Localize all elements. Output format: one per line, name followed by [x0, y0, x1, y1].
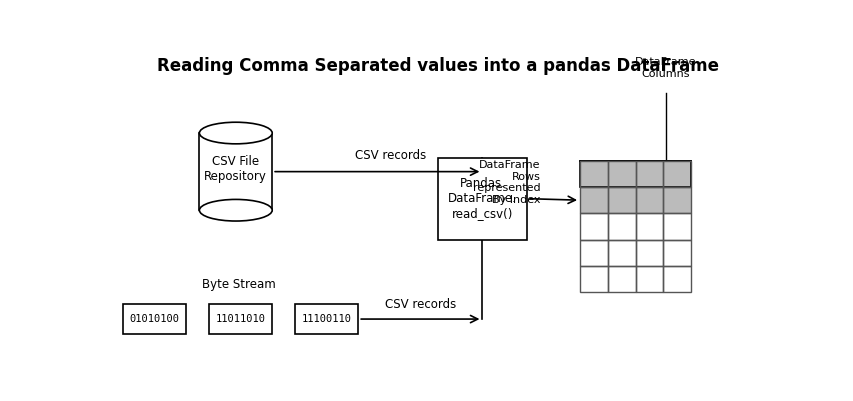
Bar	[635, 239, 663, 266]
Text: 01010100: 01010100	[130, 314, 179, 324]
Text: DataFrame
Columns: DataFrame Columns	[635, 57, 696, 79]
Bar	[607, 187, 635, 213]
Ellipse shape	[200, 122, 272, 144]
Bar	[579, 187, 607, 213]
Bar	[209, 304, 272, 334]
Bar	[579, 239, 607, 266]
Bar	[663, 161, 690, 187]
Text: Reading Comma Separated values into a pandas DataFrame: Reading Comma Separated values into a pa…	[156, 57, 718, 75]
Bar	[295, 304, 358, 334]
Text: Byte Stream: Byte Stream	[202, 277, 276, 290]
Text: CSV File
Repository: CSV File Repository	[204, 154, 267, 182]
Text: DataFrame
Rows
represented
By Index: DataFrame Rows represented By Index	[472, 160, 540, 205]
Bar	[579, 187, 690, 213]
Bar	[635, 213, 663, 239]
Bar	[663, 239, 690, 266]
Bar	[579, 266, 607, 292]
Bar	[607, 266, 635, 292]
Bar	[123, 304, 186, 334]
Bar	[635, 266, 663, 292]
Text: CSV records: CSV records	[384, 298, 456, 311]
Text: Pandas.
DataFrame.
read_csv(): Pandas. DataFrame. read_csv()	[447, 177, 516, 220]
Text: 11011010: 11011010	[216, 314, 265, 324]
Bar	[579, 213, 607, 239]
Text: CSV records: CSV records	[355, 149, 426, 162]
Bar	[607, 239, 635, 266]
Bar	[579, 161, 607, 187]
Bar	[635, 161, 663, 187]
Ellipse shape	[200, 199, 272, 221]
Bar	[607, 213, 635, 239]
Bar	[438, 158, 526, 239]
Bar	[663, 213, 690, 239]
Bar	[579, 161, 690, 187]
Bar	[635, 187, 663, 213]
Text: 11100110: 11100110	[301, 314, 351, 324]
Bar	[663, 266, 690, 292]
Bar	[607, 161, 635, 187]
Bar	[663, 187, 690, 213]
